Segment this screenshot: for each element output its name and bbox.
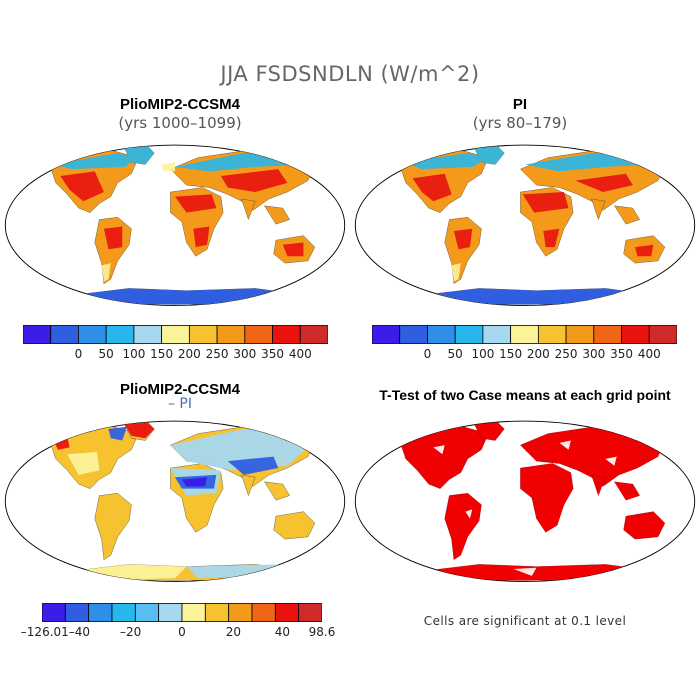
colorbar-swatch bbox=[50, 325, 79, 344]
colorbar-swatch bbox=[648, 325, 677, 344]
colorbar-difference-labels: –126.01 –40 –20 0 20 40 98.6 bbox=[21, 625, 336, 641]
colorbar-absolute-right-labels: 0 50 100 150 200 250 300 350 400 bbox=[372, 347, 677, 363]
colorbar-tick-label: 50 bbox=[98, 347, 114, 361]
colorbar-swatch bbox=[204, 603, 230, 622]
colorbar-tick-label: 350 bbox=[610, 347, 633, 361]
colorbar-tick-label: 300 bbox=[582, 347, 606, 361]
colorbar-absolute-left bbox=[23, 325, 328, 344]
colorbar-tick-label: –126.01 bbox=[20, 625, 69, 639]
colorbar-absolute-left-labels: 0 50 100 150 200 250 300 350 400 bbox=[23, 347, 328, 363]
colorbar-tick-label: 100 bbox=[471, 347, 495, 361]
colorbar-tick-label: 350 bbox=[261, 347, 284, 361]
panel3-title: PlioMIP2-CCSM4 bbox=[119, 381, 240, 398]
colorbar-swatch bbox=[64, 603, 90, 622]
colorbar-tick-label: 400 bbox=[288, 347, 312, 361]
colorbar-swatch bbox=[42, 603, 66, 622]
colorbar-swatch bbox=[593, 325, 622, 344]
panel2-subtitle: (yrs 80–179) bbox=[472, 114, 568, 132]
colorbar-swatch bbox=[111, 603, 136, 622]
colorbar-difference bbox=[42, 603, 322, 622]
colorbar-absolute-right bbox=[372, 325, 677, 344]
panel4-title: T-Test of two Case means at each grid po… bbox=[379, 387, 671, 403]
colorbar-swatch bbox=[133, 325, 163, 344]
map-pi-absolute bbox=[354, 144, 696, 307]
colorbar-tick-label: 0 bbox=[178, 625, 186, 639]
panel3-subtitle: – PI bbox=[167, 396, 193, 412]
colorbar-tick-label: 200 bbox=[526, 347, 550, 361]
colorbar-swatch bbox=[23, 325, 52, 344]
colorbar-tick-label: 250 bbox=[205, 347, 229, 361]
main-title: JJA FSDSNDLN (W/m^2) bbox=[220, 62, 480, 86]
colorbar-swatch bbox=[158, 603, 183, 622]
colorbar-swatch bbox=[88, 603, 113, 622]
colorbar-swatch bbox=[161, 325, 190, 344]
colorbar-tick-label: –20 bbox=[120, 625, 142, 639]
colorbar-swatch bbox=[181, 603, 206, 622]
colorbar-swatch bbox=[621, 325, 650, 344]
colorbar-tick-label: 100 bbox=[122, 347, 146, 361]
colorbar-swatch bbox=[298, 603, 322, 622]
colorbar-swatch bbox=[78, 325, 107, 344]
colorbar-swatch bbox=[244, 325, 273, 344]
colorbar-swatch bbox=[105, 325, 135, 344]
colorbar-swatch bbox=[216, 325, 246, 344]
panel1-subtitle: (yrs 1000–1099) bbox=[118, 114, 242, 132]
colorbar-swatch bbox=[427, 325, 456, 344]
panel1-title: PlioMIP2-CCSM4 bbox=[119, 96, 240, 113]
colorbar-tick-label: 0 bbox=[423, 347, 432, 361]
colorbar-tick-label: 150 bbox=[150, 347, 174, 361]
colorbar-tick-label: 250 bbox=[554, 347, 578, 361]
colorbar-swatch bbox=[454, 325, 484, 344]
panel2-title: PI bbox=[512, 96, 528, 113]
map-pliomip2-absolute bbox=[4, 144, 346, 307]
colorbar-swatch bbox=[228, 603, 253, 622]
colorbar-tick-label: 98.6 bbox=[308, 625, 336, 639]
map-difference bbox=[4, 420, 346, 583]
colorbar-tick-label: 400 bbox=[637, 347, 661, 361]
colorbar-swatch bbox=[482, 325, 512, 344]
colorbar-swatch bbox=[251, 603, 276, 622]
colorbar-swatch bbox=[299, 325, 328, 344]
colorbar-swatch bbox=[274, 603, 300, 622]
colorbar-tick-label: 200 bbox=[177, 347, 201, 361]
colorbar-tick-label: 0 bbox=[74, 347, 83, 361]
colorbar-swatch bbox=[537, 325, 567, 344]
colorbar-swatch bbox=[399, 325, 428, 344]
colorbar-swatch bbox=[272, 325, 301, 344]
colorbar-tick-label: 300 bbox=[233, 347, 257, 361]
colorbar-tick-label: 50 bbox=[447, 347, 463, 361]
colorbar-tick-label: 20 bbox=[225, 625, 241, 639]
colorbar-swatch bbox=[134, 603, 160, 622]
colorbar-swatch bbox=[188, 325, 218, 344]
colorbar-tick-label: –40 bbox=[68, 625, 90, 639]
colorbar-swatch bbox=[372, 325, 401, 344]
colorbar-swatch bbox=[565, 325, 595, 344]
map-ttest-significance bbox=[354, 420, 696, 583]
colorbar-tick-label: 150 bbox=[499, 347, 523, 361]
ttest-note: Cells are significant at 0.1 level bbox=[423, 614, 627, 628]
colorbar-tick-label: 40 bbox=[274, 625, 290, 639]
colorbar-swatch bbox=[510, 325, 539, 344]
